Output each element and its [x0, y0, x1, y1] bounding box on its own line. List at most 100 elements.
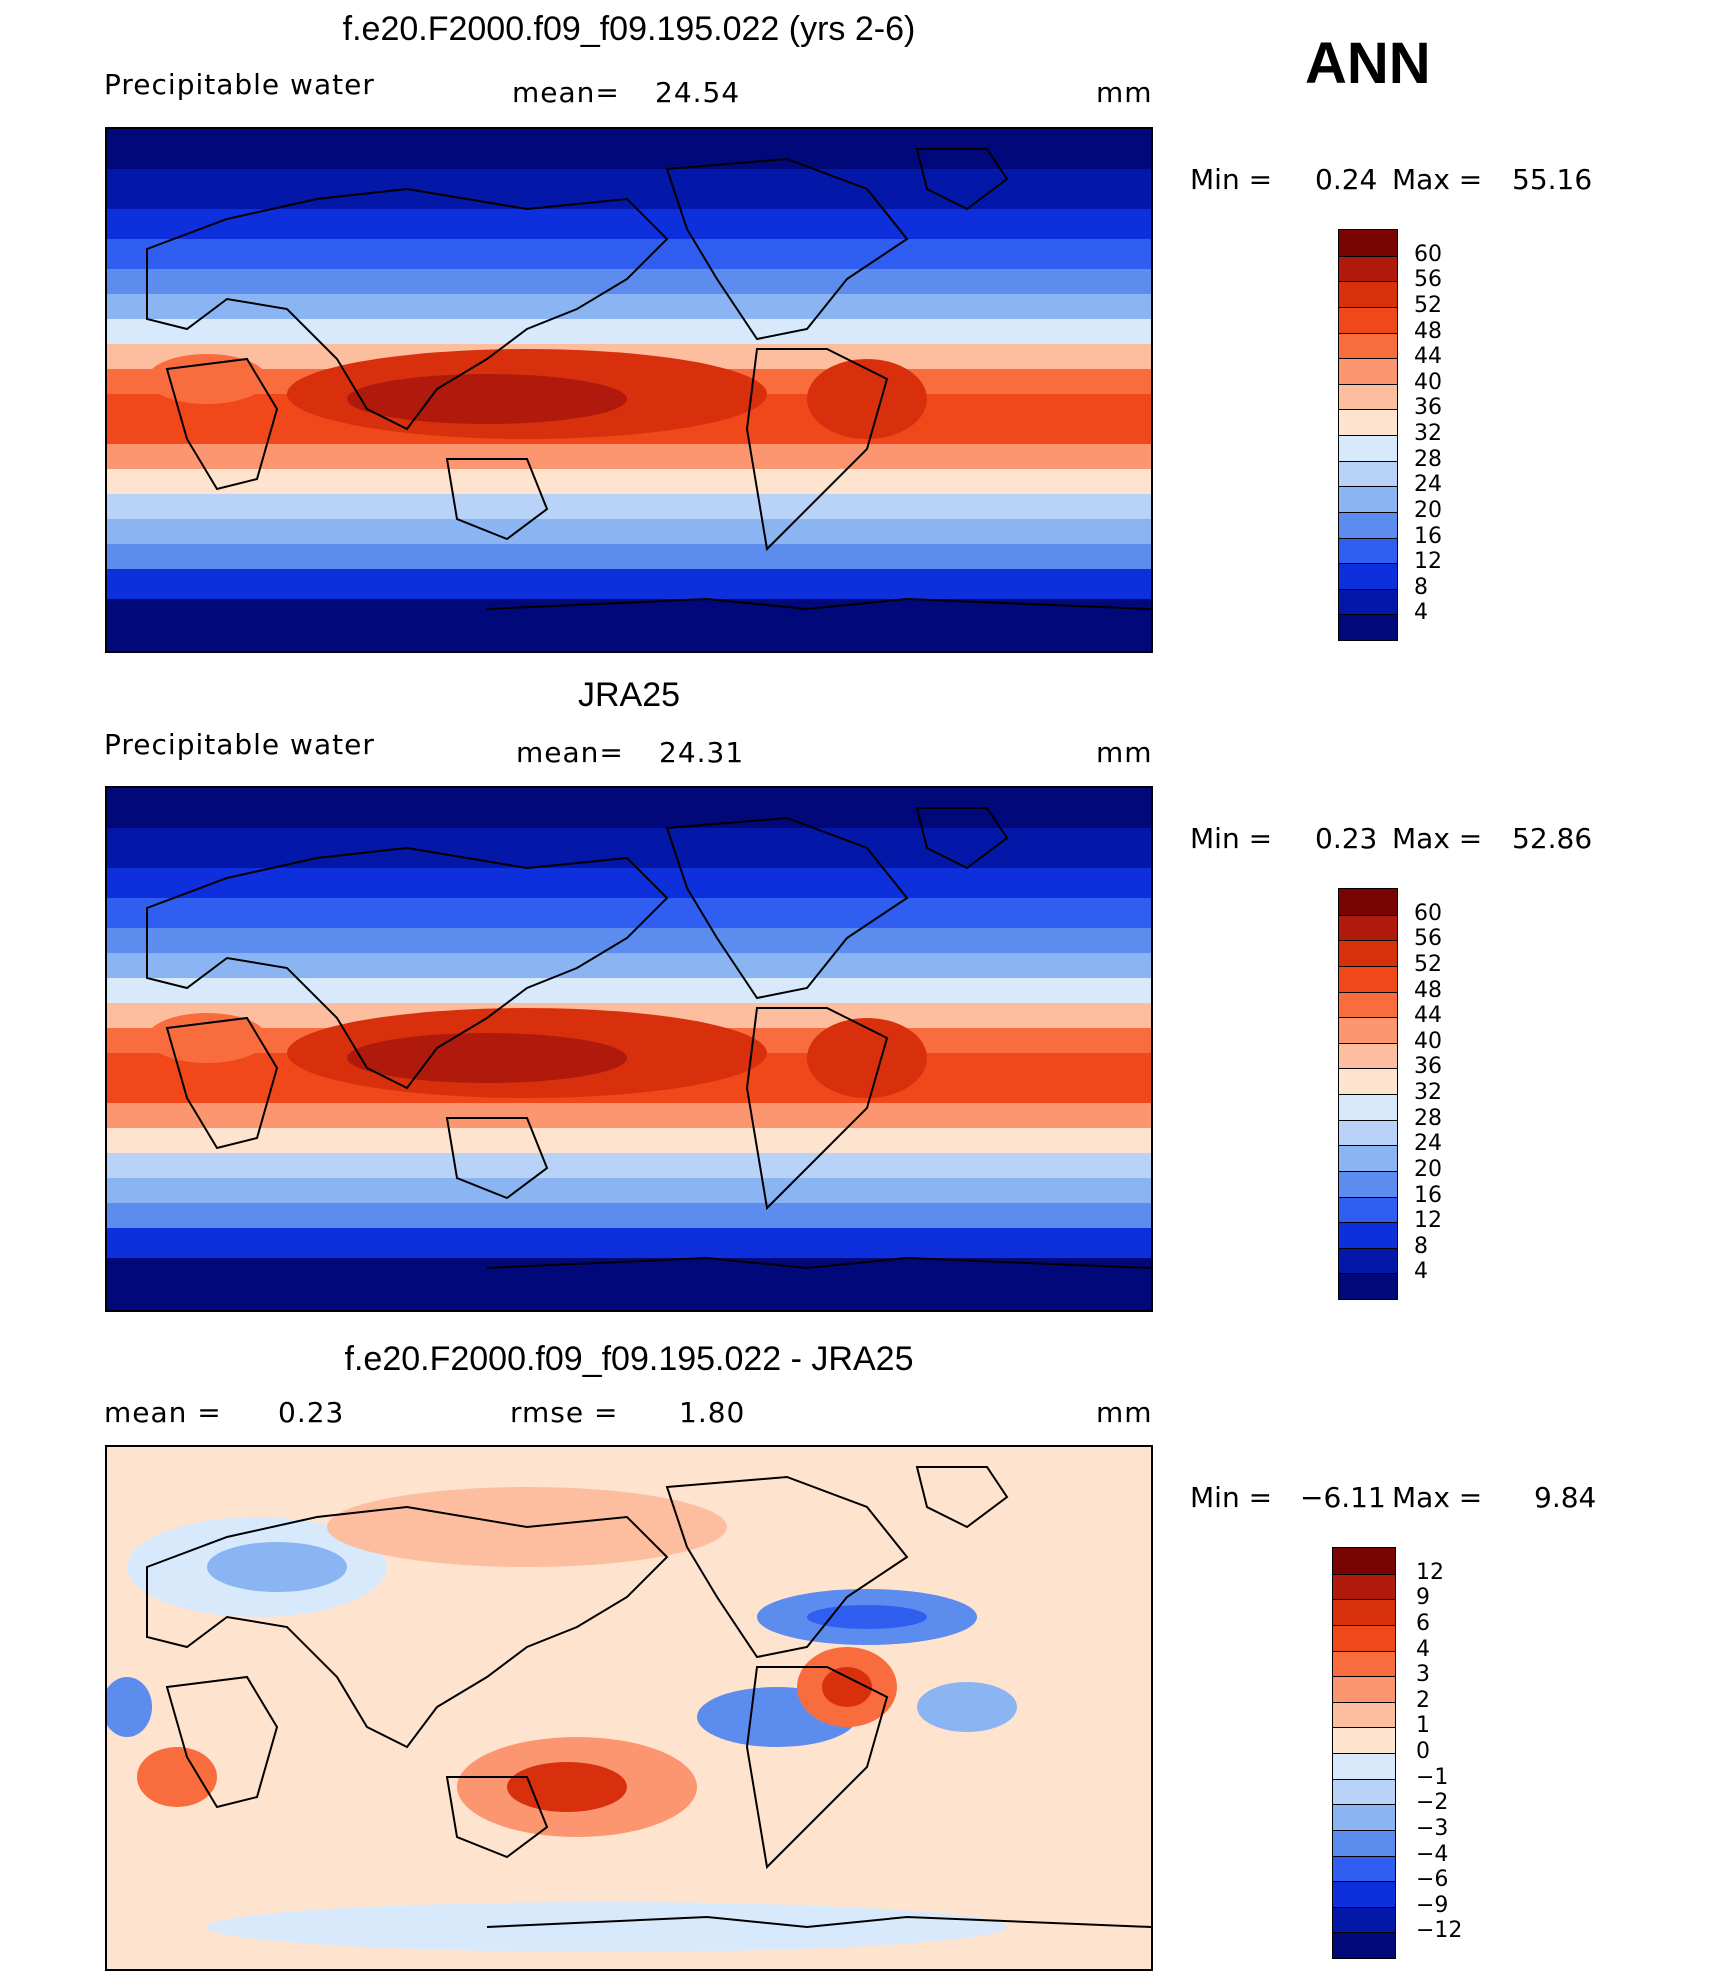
colorbar-tick-label: 36 — [1414, 1054, 1442, 1080]
colorbar-tick-label: 4 — [1416, 1636, 1430, 1662]
colorbar-swatch — [1339, 991, 1397, 1018]
panel-1-variable: Precipitable water — [104, 68, 375, 101]
colorbar-swatch — [1333, 1932, 1395, 1958]
colorbar-swatch — [1339, 332, 1397, 359]
panel-3-mean-label: mean = — [104, 1396, 222, 1429]
colorbar-swatch — [1339, 537, 1397, 564]
colorbar-swatch — [1339, 1196, 1397, 1223]
colorbar-swatch — [1339, 1094, 1397, 1120]
colorbar-tick-label: 56 — [1414, 267, 1442, 293]
colorbar-swatch — [1339, 1068, 1397, 1094]
colorbar-tick-label: 2 — [1416, 1687, 1430, 1713]
colorbar-tick-label: 24 — [1414, 472, 1442, 498]
colorbar-swatch — [1333, 1548, 1395, 1574]
colorbar-tick-label: 44 — [1414, 344, 1442, 370]
panel-2-map — [105, 786, 1153, 1312]
colorbar-swatch — [1339, 230, 1397, 256]
panel-3-mean-value: 0.23 — [278, 1396, 345, 1429]
panel-1-min-label: Min = — [1190, 163, 1273, 196]
colorbar-tick-label: 12 — [1414, 1208, 1442, 1234]
colorbar-swatch — [1333, 1650, 1395, 1677]
colorbar-tick-label: 24 — [1414, 1131, 1442, 1157]
colorbar-swatch — [1333, 1701, 1395, 1728]
panel-2-title: JRA25 — [577, 676, 681, 714]
panel-3-title: f.e20.F2000.f09_f09.195.022 - JRA25 — [344, 1340, 914, 1378]
colorbar-swatch — [1333, 1573, 1395, 1600]
colorbar-tick-label: 16 — [1414, 523, 1442, 549]
colorbar-tick-label: 16 — [1414, 1182, 1442, 1208]
colorbar-swatch — [1339, 409, 1397, 435]
panel-1-map-field — [107, 129, 1151, 651]
panel-1-title: f.e20.F2000.f09_f09.195.022 (yrs 2-6) — [342, 10, 916, 48]
colorbar-swatch — [1339, 255, 1397, 282]
colorbar-tick-label: 6 — [1416, 1610, 1430, 1636]
panel-2-min-value: 0.23 — [1315, 822, 1378, 855]
colorbar-swatch — [1339, 383, 1397, 410]
colorbar-swatch — [1333, 1855, 1395, 1882]
panel-1-max-label: Max = — [1392, 163, 1483, 196]
panel-2-min-label: Min = — [1190, 822, 1273, 855]
colorbar-tick-label: −4 — [1416, 1841, 1449, 1867]
colorbar-swatch — [1339, 1145, 1397, 1171]
panel-1-colorbar — [1338, 229, 1398, 641]
colorbar-tick-label: −9 — [1416, 1892, 1449, 1918]
colorbar-swatch — [1339, 563, 1397, 589]
colorbar-tick-label: 28 — [1414, 1105, 1442, 1131]
panel-3-max-value: 9.84 — [1534, 1481, 1597, 1514]
colorbar-tick-label: 8 — [1414, 1233, 1428, 1259]
panel-1-mean-value: 24.54 — [655, 76, 741, 109]
colorbar-tick-label: 48 — [1414, 977, 1442, 1003]
colorbar-tick-label: 1 — [1416, 1713, 1430, 1739]
colorbar-tick-label: 4 — [1414, 600, 1428, 626]
colorbar-tick-label: 32 — [1414, 1080, 1442, 1105]
season-label: ANN — [1305, 31, 1431, 96]
colorbar-swatch — [1333, 1676, 1395, 1702]
colorbar-swatch — [1333, 1881, 1395, 1907]
colorbar-swatch — [1339, 358, 1397, 384]
colorbar-tick-label: 4 — [1414, 1259, 1428, 1285]
colorbar-swatch — [1339, 1119, 1397, 1146]
colorbar-swatch — [1339, 1247, 1397, 1274]
colorbar-tick-label: −12 — [1416, 1918, 1463, 1944]
colorbar-tick-label: 0 — [1416, 1739, 1430, 1764]
colorbar-swatch — [1339, 511, 1397, 538]
colorbar-tick-label: 60 — [1414, 900, 1442, 926]
colorbar-swatch — [1339, 940, 1397, 966]
colorbar-tick-label: 40 — [1414, 1028, 1442, 1054]
colorbar-swatch — [1339, 1222, 1397, 1248]
panel-3-min-value: −6.11 — [1300, 1481, 1386, 1514]
panel-2-max-label: Max = — [1392, 822, 1483, 855]
colorbar-tick-label: 20 — [1414, 497, 1442, 523]
colorbar-swatch — [1333, 1829, 1395, 1856]
panel-3-colorbar — [1332, 1547, 1396, 1959]
colorbar-swatch — [1339, 1273, 1397, 1299]
colorbar-swatch — [1333, 1906, 1395, 1933]
panel-1-mean-label: mean= — [512, 76, 620, 109]
colorbar-swatch — [1339, 1170, 1397, 1197]
panel-3-rmse-value: 1.80 — [679, 1396, 746, 1429]
panel-1-min-value: 0.24 — [1315, 163, 1378, 196]
colorbar-tick-label: −3 — [1416, 1815, 1449, 1841]
colorbar-tick-label: 9 — [1416, 1585, 1430, 1611]
colorbar-tick-label: 52 — [1414, 292, 1442, 318]
panel-3-map — [105, 1445, 1153, 1971]
colorbar-swatch — [1333, 1753, 1395, 1779]
colorbar-swatch — [1333, 1624, 1395, 1651]
panel-2-units: mm — [1096, 736, 1153, 769]
colorbar-swatch — [1333, 1599, 1395, 1625]
colorbar-swatch — [1339, 306, 1397, 333]
colorbar-tick-label: 56 — [1414, 926, 1442, 952]
panel-2-map-field — [107, 788, 1151, 1310]
colorbar-tick-label: 52 — [1414, 951, 1442, 977]
colorbar-swatch — [1339, 460, 1397, 487]
colorbar-tick-label: 40 — [1414, 369, 1442, 395]
panel-3-min-label: Min = — [1190, 1481, 1273, 1514]
colorbar-swatch — [1339, 914, 1397, 941]
colorbar-tick-label: 48 — [1414, 318, 1442, 344]
colorbar-tick-label: −1 — [1416, 1764, 1449, 1790]
panel-1-map — [105, 127, 1153, 653]
colorbar-swatch — [1339, 614, 1397, 640]
panel-2-mean-label: mean= — [516, 736, 624, 769]
colorbar-swatch — [1333, 1727, 1395, 1753]
panel-2-mean-value: 24.31 — [659, 736, 745, 769]
